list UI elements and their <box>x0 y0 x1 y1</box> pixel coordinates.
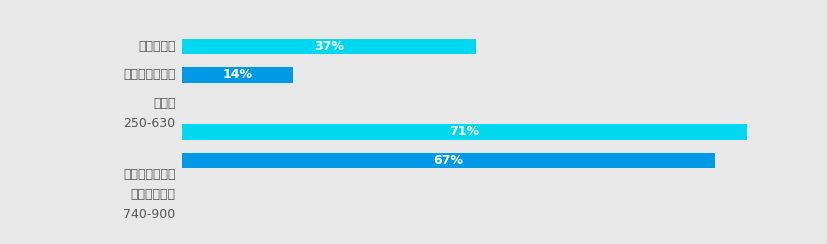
Bar <box>182 124 747 140</box>
Text: キュリティ性能: キュリティ性能 <box>123 69 175 81</box>
Bar <box>182 67 294 83</box>
Text: ティ性能範囲: ティ性能範囲 <box>131 188 175 201</box>
Text: 67%: 67% <box>433 154 463 167</box>
Text: 740-900: 740-900 <box>123 208 175 221</box>
Text: 250-630: 250-630 <box>123 117 175 130</box>
Text: 71%: 71% <box>449 125 479 139</box>
Text: 基本的なセ: 基本的なセ <box>138 40 175 53</box>
Bar <box>182 153 715 168</box>
Text: 14%: 14% <box>222 69 252 81</box>
Text: 37%: 37% <box>314 40 344 53</box>
Bar <box>182 39 476 54</box>
Text: 高度なセキュリ: 高度なセキュリ <box>123 168 175 181</box>
Text: の範囲: の範囲 <box>153 97 175 110</box>
